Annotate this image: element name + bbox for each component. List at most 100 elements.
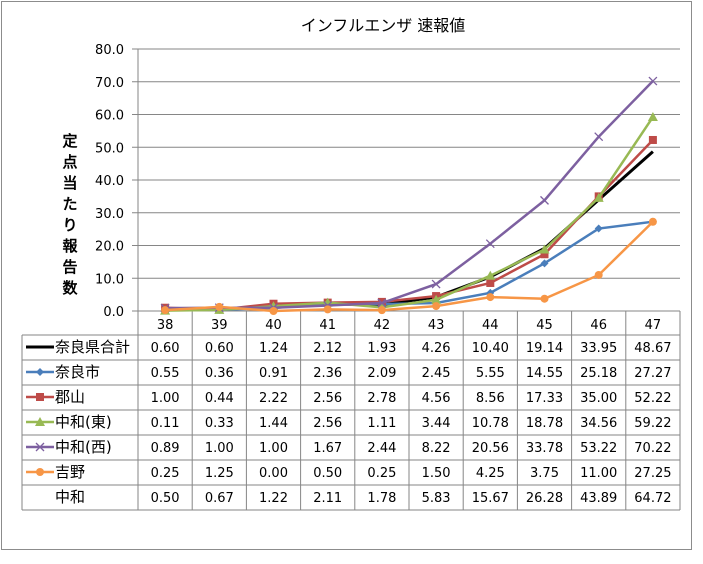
data-value: 52.22 xyxy=(634,391,671,406)
data-value: 27.25 xyxy=(634,466,671,481)
data-value: 2.44 xyxy=(367,441,396,456)
y-tick-label: 70.0 xyxy=(95,76,124,91)
x-category-label: 47 xyxy=(645,318,662,333)
x-category-label: 42 xyxy=(374,318,391,333)
data-point-x xyxy=(431,279,441,289)
data-value: 1.24 xyxy=(259,341,288,356)
data-value: 0.55 xyxy=(151,366,180,381)
data-value: 3.75 xyxy=(530,466,559,481)
data-value: 17.33 xyxy=(526,391,563,406)
data-value: 64.72 xyxy=(634,491,671,506)
series-name: 中和 xyxy=(55,488,85,506)
data-point-circle xyxy=(323,305,332,314)
legend-key-marker-triangle xyxy=(35,417,45,426)
data-value: 1.50 xyxy=(422,466,451,481)
data-point-circle xyxy=(648,217,657,226)
data-value: 0.50 xyxy=(313,466,342,481)
data-point-diamond xyxy=(540,259,549,268)
y-tick-label: 30.0 xyxy=(95,207,124,222)
data-value: 0.50 xyxy=(151,491,180,506)
legend-key-marker-circle xyxy=(36,468,44,476)
series-name: 奈良県合計 xyxy=(55,338,130,356)
data-value: 5.83 xyxy=(422,491,451,506)
data-value: 1.25 xyxy=(205,466,234,481)
data-point-square xyxy=(540,250,549,259)
data-point-circle xyxy=(377,306,386,315)
data-value: 0.67 xyxy=(205,491,234,506)
data-value: 8.56 xyxy=(476,391,505,406)
data-point-x xyxy=(540,195,549,205)
y-tick-label: 40.0 xyxy=(95,174,124,189)
data-value: 27.27 xyxy=(634,366,671,381)
data-point-square xyxy=(648,135,657,144)
data-value: 2.11 xyxy=(313,491,342,506)
x-category-label: 46 xyxy=(590,318,607,333)
data-value: 1.11 xyxy=(367,416,396,431)
data-value: 8.22 xyxy=(422,441,451,456)
data-value: 14.55 xyxy=(526,366,563,381)
data-value: 1.93 xyxy=(367,341,396,356)
data-point-x xyxy=(377,298,387,308)
y-axis-label-char: り xyxy=(62,216,77,234)
legend-key-marker-square xyxy=(36,393,44,401)
data-point-triangle xyxy=(539,244,550,254)
data-value: 34.56 xyxy=(580,416,617,431)
series-line-5 xyxy=(165,220,654,313)
data-value: 0.89 xyxy=(151,441,180,456)
data-value: 1.00 xyxy=(151,391,180,406)
data-point-circle xyxy=(594,270,603,279)
x-category-label: 40 xyxy=(265,318,282,333)
y-axis-label-char: 当 xyxy=(62,174,77,192)
data-value: 25.18 xyxy=(580,366,617,381)
data-value: 2.09 xyxy=(367,366,396,381)
chart-frame xyxy=(1,1,692,550)
data-value: 26.28 xyxy=(526,491,563,506)
y-tick-label: 10.0 xyxy=(95,272,124,287)
data-value: 19.14 xyxy=(526,341,563,356)
data-value: 48.67 xyxy=(634,341,671,356)
data-value: 43.89 xyxy=(580,491,617,506)
data-value: 59.22 xyxy=(634,416,671,431)
data-value: 0.91 xyxy=(259,366,288,381)
series-name: 吉野 xyxy=(55,463,85,481)
series-name: 中和(東) xyxy=(55,413,112,431)
data-value: 1.00 xyxy=(259,441,288,456)
legend-key-marker-diamond xyxy=(36,368,44,376)
x-category-label: 45 xyxy=(536,318,553,333)
data-value: 4.56 xyxy=(422,391,451,406)
series-name: 奈良市 xyxy=(55,363,100,381)
y-axis-label-char: 報 xyxy=(62,237,78,255)
data-value: 10.40 xyxy=(472,341,509,356)
x-category-label: 38 xyxy=(157,318,174,333)
chart-title: インフルエンザ 速報値 xyxy=(301,16,466,35)
data-value: 0.60 xyxy=(205,341,234,356)
data-value: 1.78 xyxy=(367,491,396,506)
data-point-circle xyxy=(432,302,441,311)
data-value: 33.95 xyxy=(580,341,617,356)
x-category-label: 44 xyxy=(482,318,499,333)
data-point-square xyxy=(486,278,495,287)
series-name: 中和(西) xyxy=(55,438,112,456)
data-value: 4.25 xyxy=(476,466,505,481)
y-axis-label-char: 数 xyxy=(62,279,78,297)
series-line-3 xyxy=(165,116,654,312)
y-tick-label: 80.0 xyxy=(95,43,124,58)
x-category-label: 41 xyxy=(319,318,336,333)
data-value: 0.60 xyxy=(151,341,180,356)
data-value: 70.22 xyxy=(634,441,671,456)
data-value: 35.00 xyxy=(580,391,617,406)
x-category-label: 43 xyxy=(428,318,445,333)
data-value: 2.45 xyxy=(422,366,451,381)
data-value: 0.11 xyxy=(151,416,180,431)
data-value: 11.00 xyxy=(580,466,617,481)
data-point-triangle xyxy=(647,112,658,122)
series-line-4 xyxy=(165,80,654,310)
data-value: 0.25 xyxy=(367,466,396,481)
data-point-x xyxy=(648,76,658,86)
data-point-circle xyxy=(486,293,495,302)
data-value: 0.44 xyxy=(205,391,234,406)
data-value: 0.25 xyxy=(151,466,180,481)
y-tick-label: 60.0 xyxy=(95,109,124,124)
data-point-diamond xyxy=(594,224,603,233)
